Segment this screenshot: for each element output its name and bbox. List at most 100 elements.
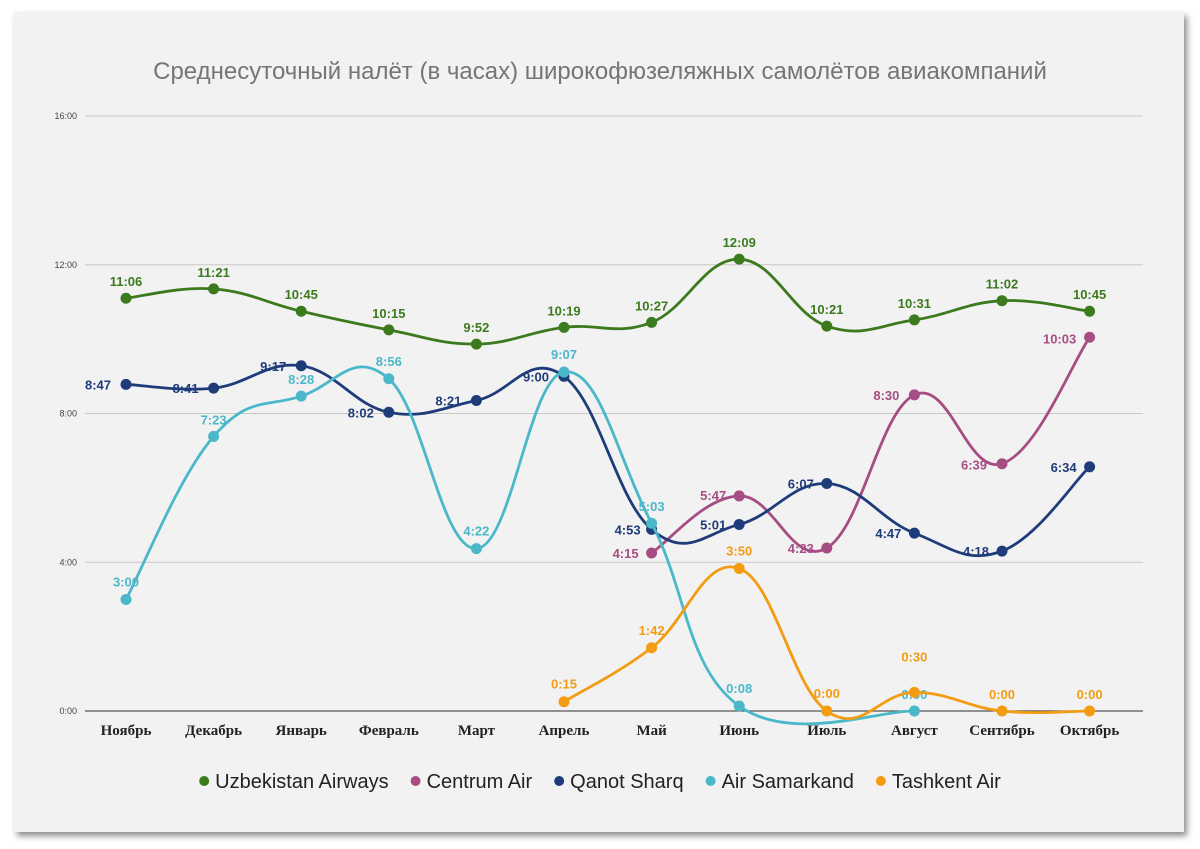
data-point: [383, 324, 395, 336]
legend-marker: [410, 776, 421, 786]
legend-marker: [705, 776, 716, 786]
data-point: [120, 378, 132, 390]
y-tick-label: 4:00: [59, 557, 77, 567]
x-tick-label: Сентябрь: [969, 723, 1034, 739]
data-label: 6:34: [1051, 460, 1078, 475]
data-label: 10:03: [1043, 331, 1076, 346]
data-point: [1084, 461, 1096, 473]
data-point: [908, 527, 920, 539]
data-label: 0:15: [551, 677, 577, 692]
data-label: 0:00: [1077, 687, 1103, 702]
data-point: [733, 700, 745, 712]
legend-label: Qanot Sharq: [570, 771, 683, 793]
series-line: [124, 257, 1091, 346]
legend-label: Uzbekistan Airways: [215, 771, 388, 793]
legend-item: Tashkent Air: [875, 771, 1001, 793]
series-qanot-sharq: 8:47 8:41 9:17 8:02 8:21 9:00 4:53 5:01 6:07 4:47…: [85, 359, 1096, 559]
data-label: 11:02: [986, 277, 1019, 292]
x-tick-label: Июль: [807, 723, 846, 739]
data-point: [733, 518, 745, 530]
data-label: 10:45: [285, 287, 318, 302]
x-tick-label: Январь: [276, 723, 327, 739]
data-label: 12:09: [723, 235, 756, 250]
legend-marker: [875, 776, 886, 786]
data-label: 10:15: [372, 306, 405, 321]
data-label: 11:21: [197, 265, 230, 280]
data-label: 0:00: [814, 686, 840, 701]
data-point: [470, 394, 482, 406]
data-label: 5:03: [639, 499, 665, 514]
data-label: 9:17: [260, 359, 286, 374]
series-tashkent-air: 0:15 1:42 3:50 0:00 0:30 0:00 0:00: [551, 543, 1103, 720]
data-label: 0:00: [989, 687, 1015, 702]
data-point: [470, 338, 482, 350]
data-point: [558, 366, 570, 378]
x-tick-label: Май: [636, 723, 667, 739]
data-label: 10:27: [635, 298, 668, 313]
data-point: [208, 430, 220, 442]
data-label: 6:07: [788, 477, 814, 492]
x-tick-label: Октябрь: [1060, 723, 1119, 739]
data-point: [383, 373, 395, 385]
series-uzbekistan-airways: 11:06 11:21 10:45 10:15 9:52 10:19 10:27 12:09 1…: [110, 235, 1106, 350]
series-line: [124, 365, 916, 726]
data-point: [295, 360, 307, 372]
data-point: [208, 382, 220, 394]
legend-label: Tashkent Air: [892, 771, 1001, 793]
data-label: 4:22: [463, 524, 489, 539]
y-tick-label: 16:00: [54, 111, 77, 121]
data-point: [996, 458, 1008, 470]
data-label: 3:50: [726, 543, 752, 558]
data-label: 9:00: [523, 369, 549, 384]
data-point: [821, 542, 833, 554]
x-tick-label: Июнь: [719, 723, 759, 739]
legend-marker: [199, 776, 210, 786]
data-point: [908, 705, 920, 717]
legend-item: Air Samarkand: [705, 771, 854, 793]
data-label: 0:08: [726, 681, 752, 696]
data-point: [646, 547, 658, 559]
data-label: 4:47: [875, 526, 901, 541]
data-point: [120, 292, 132, 304]
legend: Uzbekistan Airways Centrum Air Qanot Sharq…: [199, 771, 1001, 793]
data-label: 8:47: [85, 377, 111, 392]
data-point: [821, 320, 833, 332]
legend-item: Uzbekistan Airways: [199, 771, 389, 793]
data-label: 1:42: [639, 623, 665, 638]
legend-label: Centrum Air: [427, 771, 533, 793]
legend-marker: [554, 776, 565, 786]
chart-title: Среднесуточный налёт (в часах) широкофюз…: [153, 58, 1047, 85]
series: 11:06 11:21 10:45 10:15 9:52 10:19 10:27 12:09 1…: [85, 235, 1106, 726]
data-label: 10:19: [547, 303, 580, 318]
data-point: [908, 314, 920, 326]
data-label: 4:18: [963, 544, 989, 559]
data-label: 9:07: [551, 347, 577, 362]
x-tick-label: Август: [891, 723, 938, 739]
data-label: 8:41: [173, 381, 199, 396]
data-point: [1084, 705, 1096, 717]
data-point: [646, 316, 658, 328]
data-point: [996, 295, 1008, 307]
data-point: [470, 543, 482, 555]
data-label: 6:39: [961, 458, 987, 473]
data-point: [996, 545, 1008, 557]
x-tick-label: Апрель: [539, 723, 590, 739]
data-point: [646, 517, 658, 529]
data-point: [120, 593, 132, 605]
x-tick-label: Декабрь: [185, 723, 242, 739]
x-tick-label: Март: [458, 723, 496, 739]
data-point: [646, 642, 658, 654]
legend-item: Qanot Sharq: [554, 771, 684, 793]
data-label: 3:00: [113, 574, 139, 589]
legend-label: Air Samarkand: [722, 771, 854, 793]
y-tick-label: 8:00: [59, 409, 77, 419]
data-point: [558, 696, 570, 708]
series-air-samarkand: 3:00 7:23 8:28 8:56 4:22 9:07 5:03 0:08 0:00: [113, 347, 927, 726]
data-point: [908, 389, 920, 401]
y-tick-label: 12:00: [54, 260, 77, 270]
data-point: [908, 686, 920, 698]
data-label: 10:21: [810, 302, 843, 317]
data-point: [295, 305, 307, 317]
data-label: 9:52: [463, 320, 489, 335]
